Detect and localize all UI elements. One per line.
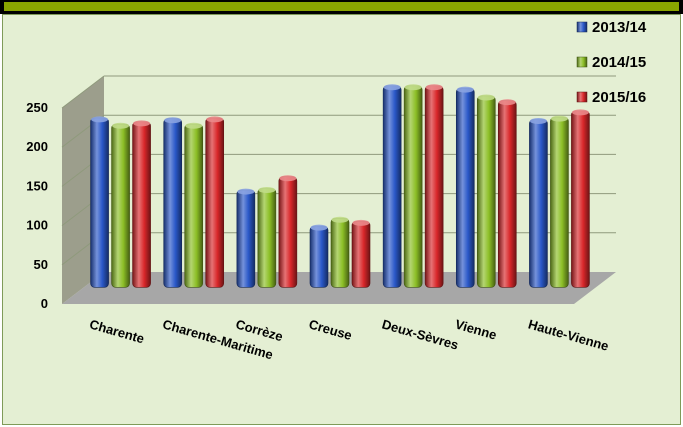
y-tick-label: 0 [41, 296, 48, 311]
bar-2015-16-5 [497, 100, 517, 288]
bar-cap [529, 118, 547, 125]
y-axis-ticks: 0 50 100 150 200 250 [26, 100, 48, 311]
legend-label: 2015/16 [592, 89, 646, 106]
bar-2015-16-4 [424, 85, 444, 288]
bar-2015-16-1 [205, 117, 225, 288]
bar-cap [571, 109, 589, 116]
bar-cap [550, 115, 568, 122]
bar-cap [258, 186, 276, 193]
bar-cap [310, 224, 328, 231]
bar-cap [185, 122, 203, 129]
y-tick-label: 250 [26, 100, 48, 115]
bar-2014-15-6 [550, 116, 569, 288]
top-strip-fill [4, 2, 679, 11]
y-tick-label: 50 [34, 257, 48, 272]
legend-label: 2013/14 [592, 19, 647, 36]
legend: 2013/14 2014/15 2015/16 [576, 19, 647, 106]
y-tick-label: 150 [26, 178, 48, 193]
bar-2014-15-2 [257, 188, 277, 288]
bar-cap [237, 188, 255, 195]
bar-2013-14-4 [382, 85, 402, 288]
bar-2014-15-3 [330, 217, 350, 288]
bar-2013-14-5 [455, 87, 475, 288]
bar-2014-15-0 [111, 123, 130, 288]
bar-2015-16-3 [351, 221, 371, 288]
bar-cap [425, 84, 443, 91]
legend-swatch [576, 21, 588, 33]
x-category-label: Charente [88, 316, 146, 346]
bar-cap [404, 84, 422, 91]
bar-2015-16-2 [278, 176, 298, 288]
y-tick-label: 100 [26, 218, 48, 233]
bar-2014-15-5 [476, 95, 496, 288]
bar-cap [91, 116, 109, 123]
bar-2013-14-3 [309, 225, 329, 288]
y-tick-label: 200 [26, 139, 48, 154]
bar-cap [164, 117, 182, 124]
bar-2013-14-0 [90, 117, 109, 288]
bar-2014-15-4 [403, 85, 423, 288]
bar-cap [456, 86, 474, 93]
bar-cap [206, 116, 224, 123]
grid-line-side [61, 75, 105, 109]
x-category-label: Haute-Vienne [527, 316, 611, 353]
x-category-label: Vienne [453, 316, 498, 342]
bar-cap [498, 99, 516, 106]
bar-cap [477, 94, 495, 101]
bar-cap [133, 120, 151, 127]
legend-swatch [576, 91, 588, 103]
legend-swatch [576, 56, 588, 68]
bar-cap [352, 219, 370, 226]
bar-cap [279, 175, 297, 182]
bar-cap [112, 122, 130, 129]
x-category-label: Deux-Sèvres [380, 316, 460, 352]
bar-cap [383, 84, 401, 91]
x-category-label: Creuse [307, 316, 354, 343]
top-strip [0, 0, 683, 14]
bar-cap [331, 216, 349, 223]
legend-label: 2014/15 [592, 54, 646, 71]
bar-2013-14-1 [163, 118, 183, 288]
bar-2015-16-6 [571, 110, 590, 288]
bar-2015-16-0 [132, 121, 151, 288]
bar-2013-14-6 [529, 119, 548, 288]
bar-2014-15-1 [184, 123, 204, 288]
bars [90, 84, 590, 288]
bar-2013-14-2 [236, 189, 256, 288]
